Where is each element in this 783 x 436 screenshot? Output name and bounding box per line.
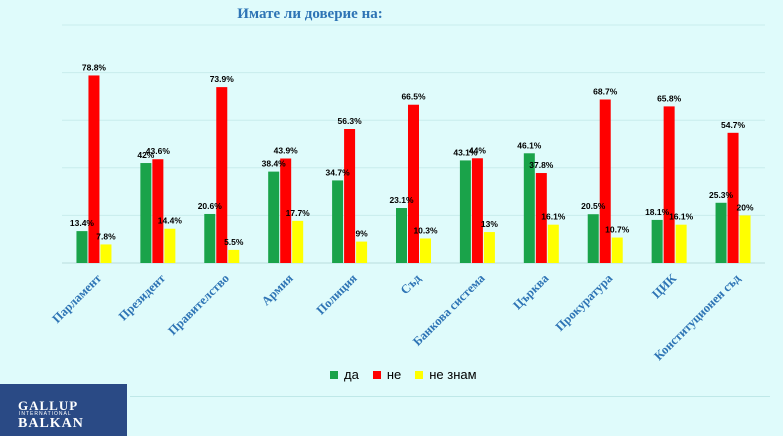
category-label: Парламент	[49, 271, 104, 326]
bar-dontknow	[675, 224, 687, 263]
bar-dontknow	[292, 220, 304, 263]
value-label: 37.8%	[529, 160, 554, 170]
bar-no	[727, 132, 739, 263]
category-label: ЦИК	[649, 271, 679, 301]
bar-no	[280, 158, 292, 263]
legend-label-yes: да	[344, 367, 359, 382]
bar-dontknow	[228, 249, 240, 263]
bar-dontknow	[483, 232, 495, 263]
chart-title: Имате ли доверие на:	[237, 6, 383, 22]
bar-no	[599, 99, 611, 263]
value-label: 34.7%	[326, 167, 351, 177]
value-label: 7.8%	[96, 231, 116, 241]
legend-item-dontknow: не знам	[415, 367, 477, 382]
bar-yes	[332, 180, 344, 263]
bar-dontknow	[356, 241, 368, 263]
bar-yes	[396, 208, 407, 263]
value-label: 25.3%	[709, 190, 734, 200]
value-label: 46.1%	[517, 140, 542, 150]
value-label: 10.7%	[605, 225, 630, 235]
logo-line-1: GALLUP	[18, 398, 79, 413]
bar-dontknow	[739, 215, 751, 263]
value-label: 42%	[137, 150, 154, 160]
value-label: 54.7%	[721, 120, 746, 130]
bar-yes	[459, 160, 471, 263]
bar-yes	[523, 153, 535, 263]
bar-yes	[651, 219, 663, 263]
category-label: Армия	[259, 271, 296, 308]
bar-dontknow	[547, 224, 559, 263]
bar-no	[408, 104, 419, 263]
logo-line-3: BALKAN	[18, 416, 84, 431]
value-label: 65.8%	[657, 93, 682, 103]
legend-item-yes: да	[330, 367, 359, 382]
category-label: Президент	[116, 271, 168, 323]
value-label: 16.1%	[669, 212, 694, 222]
value-label: 14.4%	[158, 216, 183, 226]
value-label: 38.4%	[262, 159, 287, 169]
value-label: 20.5%	[581, 201, 606, 211]
gallup-logo: GALLUP INTERNATIONAL BALKAN	[0, 384, 127, 436]
legend: да не не знам	[330, 367, 477, 382]
value-label: 68.7%	[593, 86, 618, 96]
value-label: 18.1%	[645, 207, 670, 217]
divider	[130, 396, 770, 397]
value-label: 56.3%	[338, 116, 363, 126]
logo-line-2: INTERNATIONAL	[19, 411, 72, 417]
bar-no	[471, 158, 483, 263]
value-label: 43.1%	[453, 147, 478, 157]
category-label: Прокуратура	[553, 271, 616, 334]
bar-no	[152, 159, 164, 263]
value-label: 20%	[737, 202, 754, 212]
value-label: 5.5%	[224, 237, 244, 247]
bar-no	[663, 106, 675, 264]
bar-yes	[204, 213, 216, 263]
legend-swatch-yes	[330, 370, 338, 379]
bar-yes	[76, 231, 88, 263]
bar-no	[88, 75, 100, 264]
value-label: 43.6%	[146, 146, 171, 156]
value-label: 78.8%	[82, 62, 107, 72]
value-label: 16.1%	[541, 212, 566, 222]
bar-dontknow	[420, 238, 431, 263]
bar-no	[535, 173, 547, 263]
value-label: 10.3%	[413, 225, 438, 235]
value-label: 13%	[481, 219, 498, 229]
category-label: Правителство	[165, 271, 232, 338]
legend-label-dontknow: не знам	[429, 367, 477, 382]
value-label: 44%	[469, 145, 486, 155]
bar-yes	[140, 163, 152, 263]
value-label: 43.9%	[274, 146, 299, 156]
bar-dontknow	[611, 237, 623, 263]
value-label: 66.5%	[401, 92, 426, 102]
legend-label-no: не	[386, 367, 402, 382]
bar-yes	[587, 214, 599, 263]
value-label: 23.1%	[389, 195, 414, 205]
category-label: Църква	[510, 271, 552, 313]
bar-no	[216, 87, 228, 263]
legend-item-no: не	[372, 367, 402, 382]
value-label: 13.4%	[70, 218, 95, 228]
bar-no	[344, 129, 356, 263]
bar-yes	[268, 171, 280, 263]
bar-dontknow	[100, 244, 112, 263]
legend-swatch-no	[372, 370, 381, 379]
legend-swatch-dontknow	[415, 370, 424, 379]
value-label: 20.6%	[198, 201, 223, 211]
value-labels: 13.4% 78.8% 7.8% 42%43.6% 14.4% 20.6% 73.9% 5.5…	[70, 62, 754, 246]
value-label: 9%	[355, 229, 368, 239]
bar-yes	[715, 202, 727, 263]
bar-dontknow	[164, 228, 176, 263]
category-label: Полиция	[314, 271, 360, 317]
value-label: 73.9%	[210, 74, 235, 84]
category-label: Съд	[398, 271, 424, 297]
value-label: 17.7%	[286, 208, 311, 218]
bars	[76, 75, 751, 264]
